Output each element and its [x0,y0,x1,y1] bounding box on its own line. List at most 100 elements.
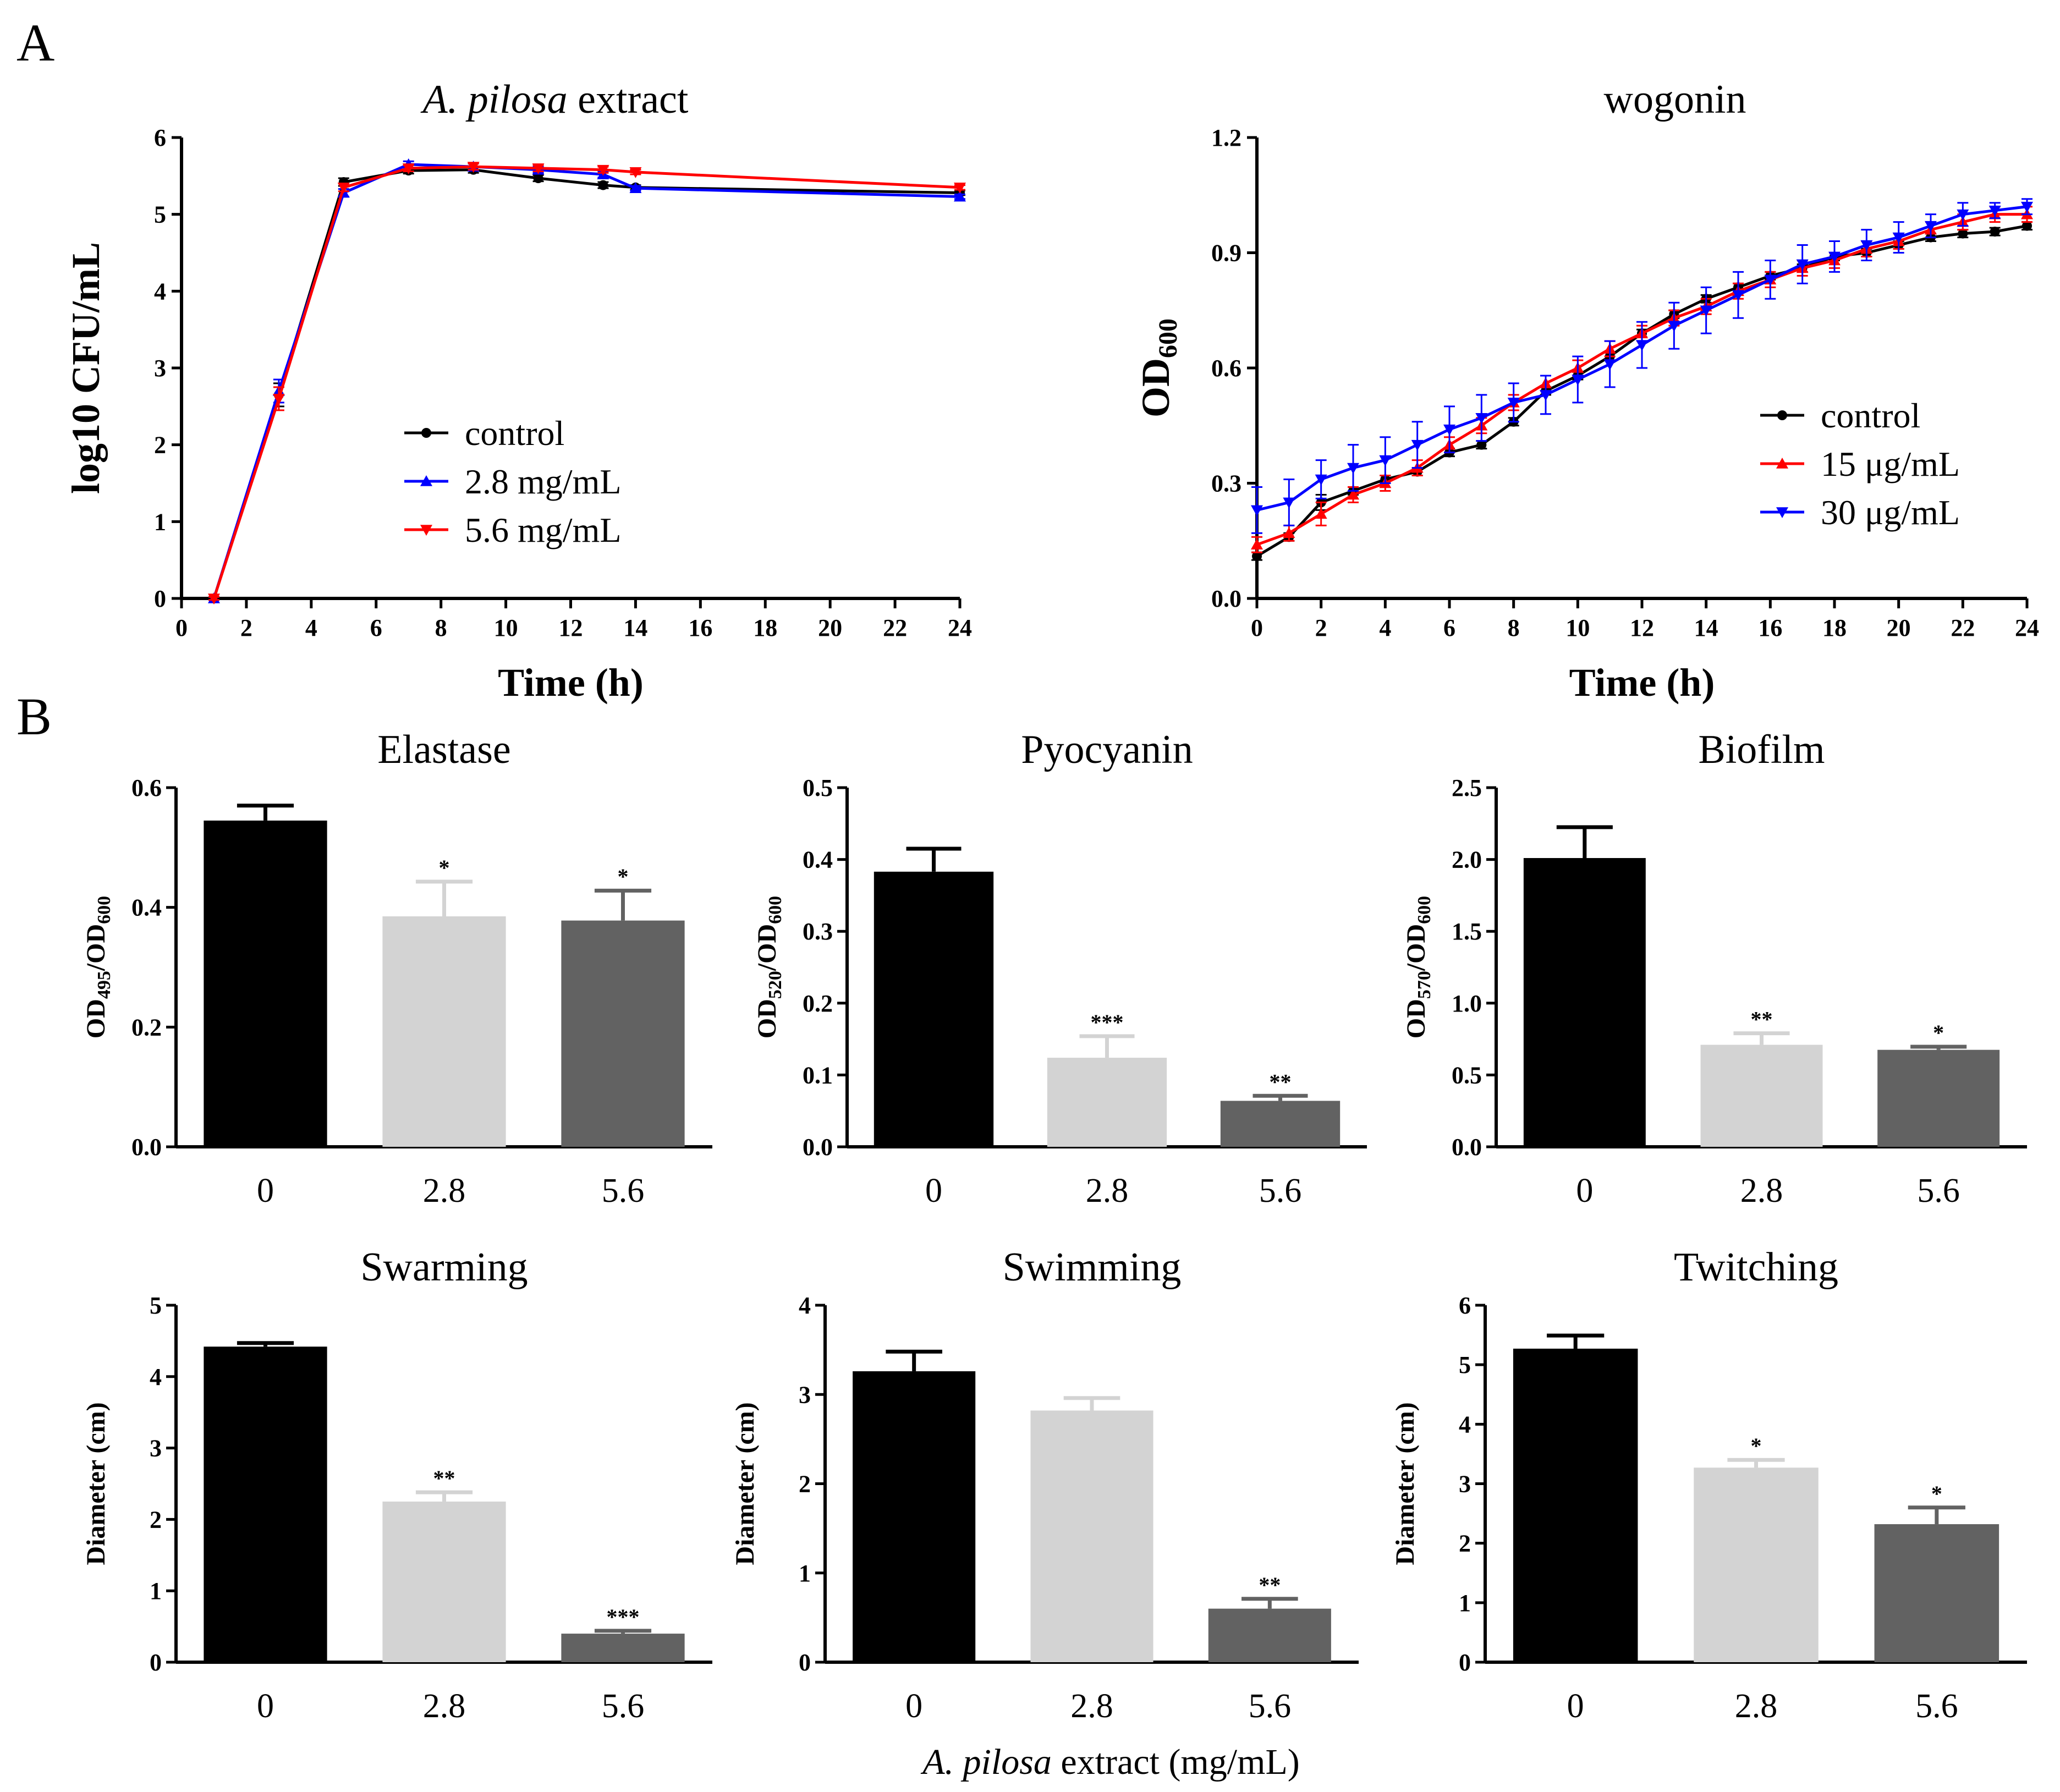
data-point [1732,290,1744,301]
data-point [402,163,415,174]
data-point [629,167,642,178]
bar-group-0 [1513,1333,1638,1662]
bar-chart-pyocyanin: Pyocyanin 0.0 0.1 0.2 0.3 0.4 0.5 OD520/OD600 0 *… [752,727,1367,1210]
data-point [1925,221,1937,232]
x-tick-label: 20 [818,614,842,641]
data-point [1603,359,1616,371]
bar [1030,1410,1153,1662]
data-point [1251,538,1263,550]
y-axis-title: OD495/OD600 [81,896,114,1038]
data-point [1764,274,1777,286]
y-axis-title: Diameter (cm) [730,1402,760,1565]
x-category-label: 0 [925,1172,942,1210]
x-tick-label: 22 [883,614,907,641]
x-category-label: 5.6 [602,1687,645,1725]
y-axis-title-main: OD [1134,358,1178,417]
x-tick-label: 0 [175,614,188,641]
y-tick-label: 1.2 [1211,124,1242,151]
y-tick-label: 0.0 [1452,1134,1482,1161]
bar-group-2-8: ** [382,1466,506,1662]
panel-label-b: B [17,687,52,746]
data-point [1958,228,1968,239]
x-tick-label: 0 [1251,614,1263,641]
bar [561,920,685,1147]
chart-title: Twitching [1674,1245,1838,1290]
data-point [1315,508,1327,519]
bar-group-5-6: * [561,864,685,1147]
bar [1694,1467,1819,1662]
y-tick-label: 1 [154,508,166,535]
bar [853,1371,976,1662]
x-category-label: 0 [1567,1687,1584,1725]
significance-stars: * [618,864,629,889]
data-point [1507,398,1520,409]
x-tick-label: 18 [1822,614,1847,641]
x-category-label: 2.8 [1070,1687,1113,1725]
y-tick-label: 5 [154,201,166,228]
bar-x-axis-caption: A. pilosa extract (mg/mL) [920,1742,1300,1782]
bar-group-2-8: * [382,855,506,1147]
bar [382,1501,506,1662]
x-category-label: 0 [905,1687,922,1725]
x-tick-label: 18 [753,614,777,641]
significance-stars: * [1751,1433,1762,1458]
bar [1874,1524,1999,1662]
data-point [2022,221,2032,231]
y-tick-label: 4 [150,1364,162,1390]
data-point [1475,413,1488,424]
y-tick-label: 0 [150,1649,162,1676]
chart-title: Pyocyanin [1021,727,1193,772]
x-category-label: 2.8 [1086,1172,1129,1210]
y-axis-title-subscript: 600 [765,896,785,924]
data-point [1283,527,1295,538]
y-tick-label: 0.6 [1211,355,1242,382]
x-tick-label: 6 [1443,614,1455,641]
legend-label: control [465,414,564,453]
data-point [1636,340,1648,351]
y-tick-label: 3 [150,1435,162,1462]
data-point [2021,201,2033,213]
significance-stars: *** [607,1604,640,1629]
data-point [1990,227,2000,237]
data-point [207,593,220,604]
data-point [532,163,545,174]
x-tick-label: 16 [688,614,712,641]
data-point [1283,497,1295,509]
y-tick-label: 0.9 [1211,240,1242,267]
significance-stars: *** [1091,1010,1124,1035]
legend-label: control [1821,396,1920,435]
data-point [1347,463,1359,474]
y-axis-title: Diameter (cm) [81,1402,111,1565]
x-category-label: 5.6 [1259,1172,1302,1210]
x-category-label: 5.6 [1915,1687,1958,1725]
chart-title: Swarming [360,1245,528,1290]
y-tick-label: 0 [799,1649,811,1676]
data-point [1860,240,1873,251]
bar [1523,857,1646,1147]
y-tick-label: 0.0 [1211,585,1242,612]
y-axis-title-mid: /OD [752,924,782,971]
data-point [1540,390,1552,401]
significance-stars: ** [1259,1573,1281,1597]
y-axis-title-subscript: 570 [1414,971,1435,999]
y-tick-label: 0.4 [131,894,162,921]
x-tick-label: 4 [305,614,317,641]
y-tick-label: 3 [154,355,166,382]
bar-chart-swarming: Swarming 0 1 2 3 4 5 Diameter (cm) 0 ** 2.8 *** 5.6 [81,1245,712,1725]
y-axis-title-subscript: 600 [94,896,114,924]
data-point [1251,505,1263,516]
legend-label: 30 μg/mL [1821,493,1960,532]
significance-stars: ** [1751,1007,1773,1032]
bar-group-5-6: *** [561,1604,685,1662]
x-category-label: 0 [1576,1172,1593,1210]
bar-group-0 [853,1349,976,1662]
y-tick-label: 2.0 [1452,846,1482,873]
x-category-label: 5.6 [602,1172,645,1210]
y-tick-label: 1.5 [1452,918,1482,945]
bar [1700,1045,1823,1147]
x-tick-label: 10 [1565,614,1590,641]
data-point [1443,424,1455,436]
significance-stars: ** [433,1466,455,1491]
